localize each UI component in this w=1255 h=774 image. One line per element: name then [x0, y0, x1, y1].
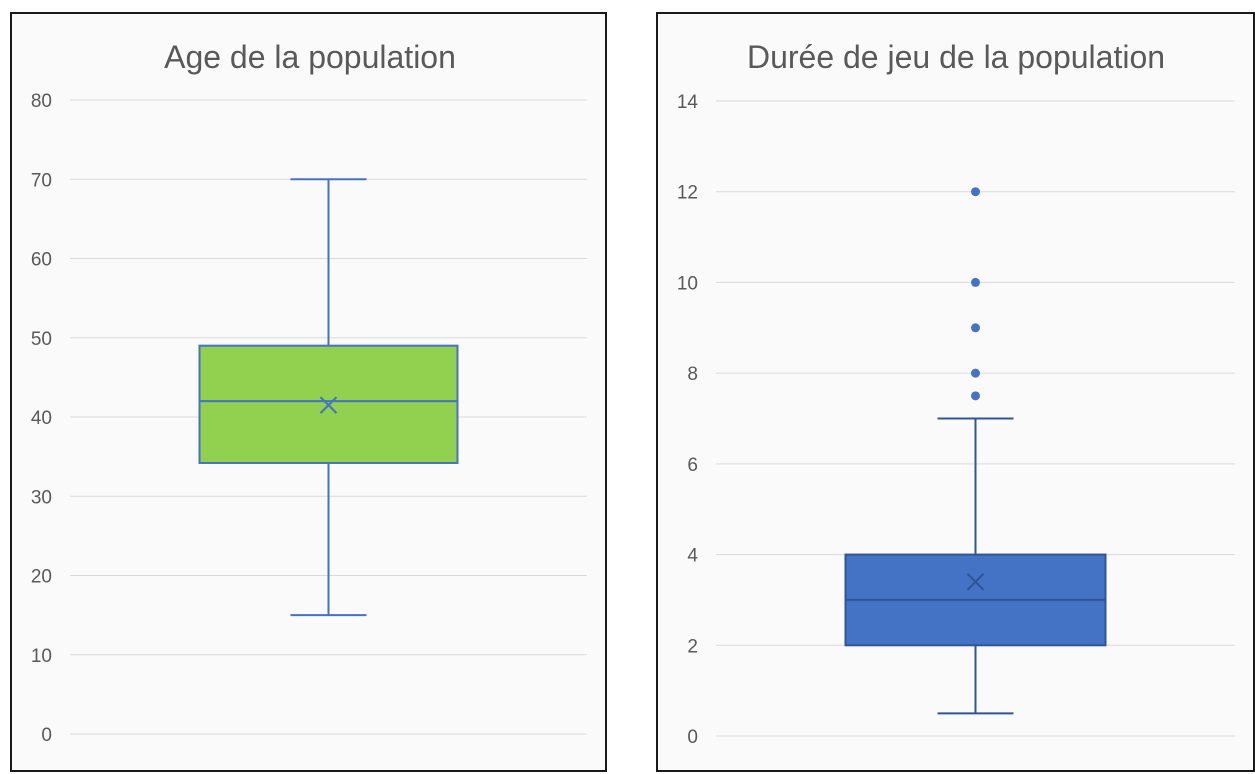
y-tick-label: 80: [31, 91, 52, 112]
chart-title: Age de la population: [164, 39, 456, 75]
y-tick-label: 50: [31, 329, 52, 350]
chart-panel-age: Age de la population 0 10 20 30 40 50 60 70 80: [10, 12, 607, 772]
play-duration-boxplot-svg: Durée de jeu de la population 0 2 4 6 8 10 12 1…: [677, 39, 1235, 748]
y-tick-label: 40: [31, 408, 52, 429]
y-tick-label: 70: [31, 170, 52, 191]
mean-marker: [966, 573, 985, 591]
y-tick-label: 20: [31, 567, 52, 588]
y-tick-label: 8: [687, 364, 698, 385]
y-tick-label: 0: [687, 727, 698, 748]
y-tick-label: 10: [677, 273, 698, 294]
outlier-point: [971, 277, 980, 287]
chart-title: Durée de jeu de la population: [747, 39, 1165, 75]
y-tick-label: 0: [41, 725, 52, 746]
y-tick-label: 60: [31, 250, 52, 271]
y-tick-label: 4: [687, 546, 698, 567]
y-tick-label: 6: [687, 455, 698, 476]
outlier-point: [971, 187, 980, 197]
outlier-point: [971, 391, 980, 401]
y-tick-label: 14: [677, 92, 699, 113]
y-tick-label: 10: [31, 646, 52, 667]
y-tick-label: 2: [687, 636, 698, 657]
outlier-point: [971, 368, 980, 378]
outlier-point: [971, 323, 980, 333]
y-tick-label: 30: [31, 487, 52, 508]
mean-marker: [319, 396, 338, 414]
chart-panel-play-duration: Durée de jeu de la population 0 2 4 6 8 10 12 1…: [656, 12, 1255, 772]
age-boxplot-svg: Age de la population 0 10 20 30 40 50 60 70 80: [31, 39, 587, 746]
y-tick-label: 12: [677, 183, 698, 204]
